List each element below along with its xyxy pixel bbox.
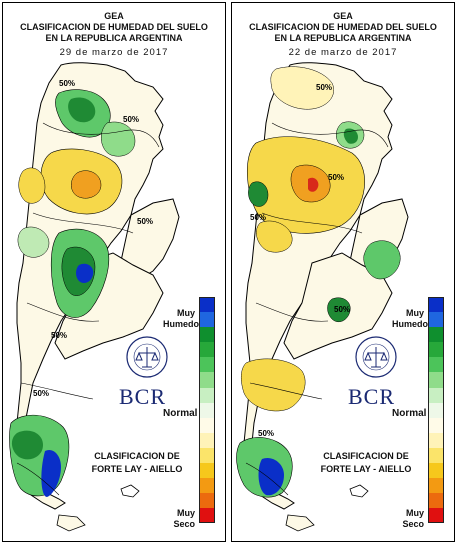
- legend-swatch: [428, 372, 444, 388]
- bcr-logo-text: BCR: [348, 384, 396, 409]
- legend-swatch: [428, 478, 444, 494]
- legend-label-wet: Muy Humedo: [392, 308, 428, 329]
- title-agency: GEA: [104, 11, 124, 21]
- bcr-seal-logo: [126, 336, 168, 378]
- legend-swatch: [199, 357, 215, 373]
- soil-moisture-map-right: [236, 62, 409, 532]
- legend-swatch: [199, 372, 215, 388]
- contour-label: 50%: [258, 429, 275, 438]
- legend-swatch: [428, 493, 444, 509]
- map-date: 22 de marzo de 2017: [288, 47, 398, 58]
- contour-label: 50%: [33, 389, 50, 398]
- legend-swatch: [428, 312, 444, 328]
- contour-label: 50%: [316, 83, 333, 92]
- legend-swatch: [199, 327, 215, 343]
- moisture-legend: [199, 297, 215, 524]
- legend-swatch: [428, 463, 444, 479]
- legend-swatch: [428, 447, 444, 464]
- contour-label: 50%: [334, 305, 351, 314]
- bcr-seal-logo: [355, 336, 397, 378]
- legend-swatch: [428, 357, 444, 373]
- legend-swatch: [428, 508, 444, 524]
- legend-label-dry: Muy Seco: [402, 508, 424, 529]
- soil-moisture-map-left: [9, 62, 180, 532]
- map-panel-right: GEA CLASIFICACION DE HUMEDAD DEL SUELO E…: [231, 2, 455, 542]
- legend-swatch: [428, 417, 444, 433]
- legend-swatch: [199, 447, 215, 464]
- legend-label-normal: Normal: [392, 408, 427, 419]
- map-panel-left: GEA CLASIFICACION DE HUMEDAD DEL SUELO E…: [2, 2, 226, 542]
- title-classification: CLASIFICACION DE HUMEDAD DEL SUELO: [249, 22, 437, 32]
- legend-swatch: [199, 463, 215, 479]
- legend-label-dry: Muy Seco: [173, 508, 195, 529]
- moisture-legend: [428, 297, 444, 524]
- legend-swatch: [199, 432, 215, 448]
- map-date: 29 de marzo de 2017: [59, 47, 169, 58]
- contour-label: 50%: [51, 331, 68, 340]
- classification-method: CLASIFICACION DE FORTE LAY - AIELLO: [320, 451, 412, 474]
- legend-swatch: [199, 478, 215, 494]
- legend-swatch: [428, 327, 444, 343]
- legend-swatch: [428, 387, 444, 403]
- legend-swatch: [199, 312, 215, 328]
- title-country: EN LA REPUBLICA ARGENTINA: [274, 33, 412, 43]
- title-agency: GEA: [333, 11, 353, 21]
- legend-swatch: [199, 297, 215, 313]
- legend-swatch: [428, 432, 444, 448]
- legend-swatch: [428, 342, 444, 358]
- contour-label: 50%: [250, 213, 267, 222]
- legend-swatch: [199, 387, 215, 403]
- bcr-logo-text: BCR: [119, 384, 167, 409]
- legend-label-wet: Muy Humedo: [163, 308, 199, 329]
- title-country: EN LA REPUBLICA ARGENTINA: [45, 33, 183, 43]
- contour-label: 50%: [137, 217, 154, 226]
- legend-label-normal: Normal: [163, 408, 198, 419]
- classification-method: CLASIFICACION DE FORTE LAY - AIELLO: [91, 451, 183, 474]
- legend-swatch: [199, 402, 215, 418]
- legend-swatch: [199, 493, 215, 509]
- title-classification: CLASIFICACION DE HUMEDAD DEL SUELO: [20, 22, 208, 32]
- legend-swatch: [199, 342, 215, 358]
- contour-label: 50%: [59, 79, 76, 88]
- contour-label: 50%: [123, 115, 140, 124]
- contour-label: 50%: [328, 173, 345, 182]
- legend-swatch: [199, 417, 215, 433]
- legend-swatch: [428, 297, 444, 313]
- legend-swatch: [199, 508, 215, 524]
- legend-swatch: [428, 402, 444, 418]
